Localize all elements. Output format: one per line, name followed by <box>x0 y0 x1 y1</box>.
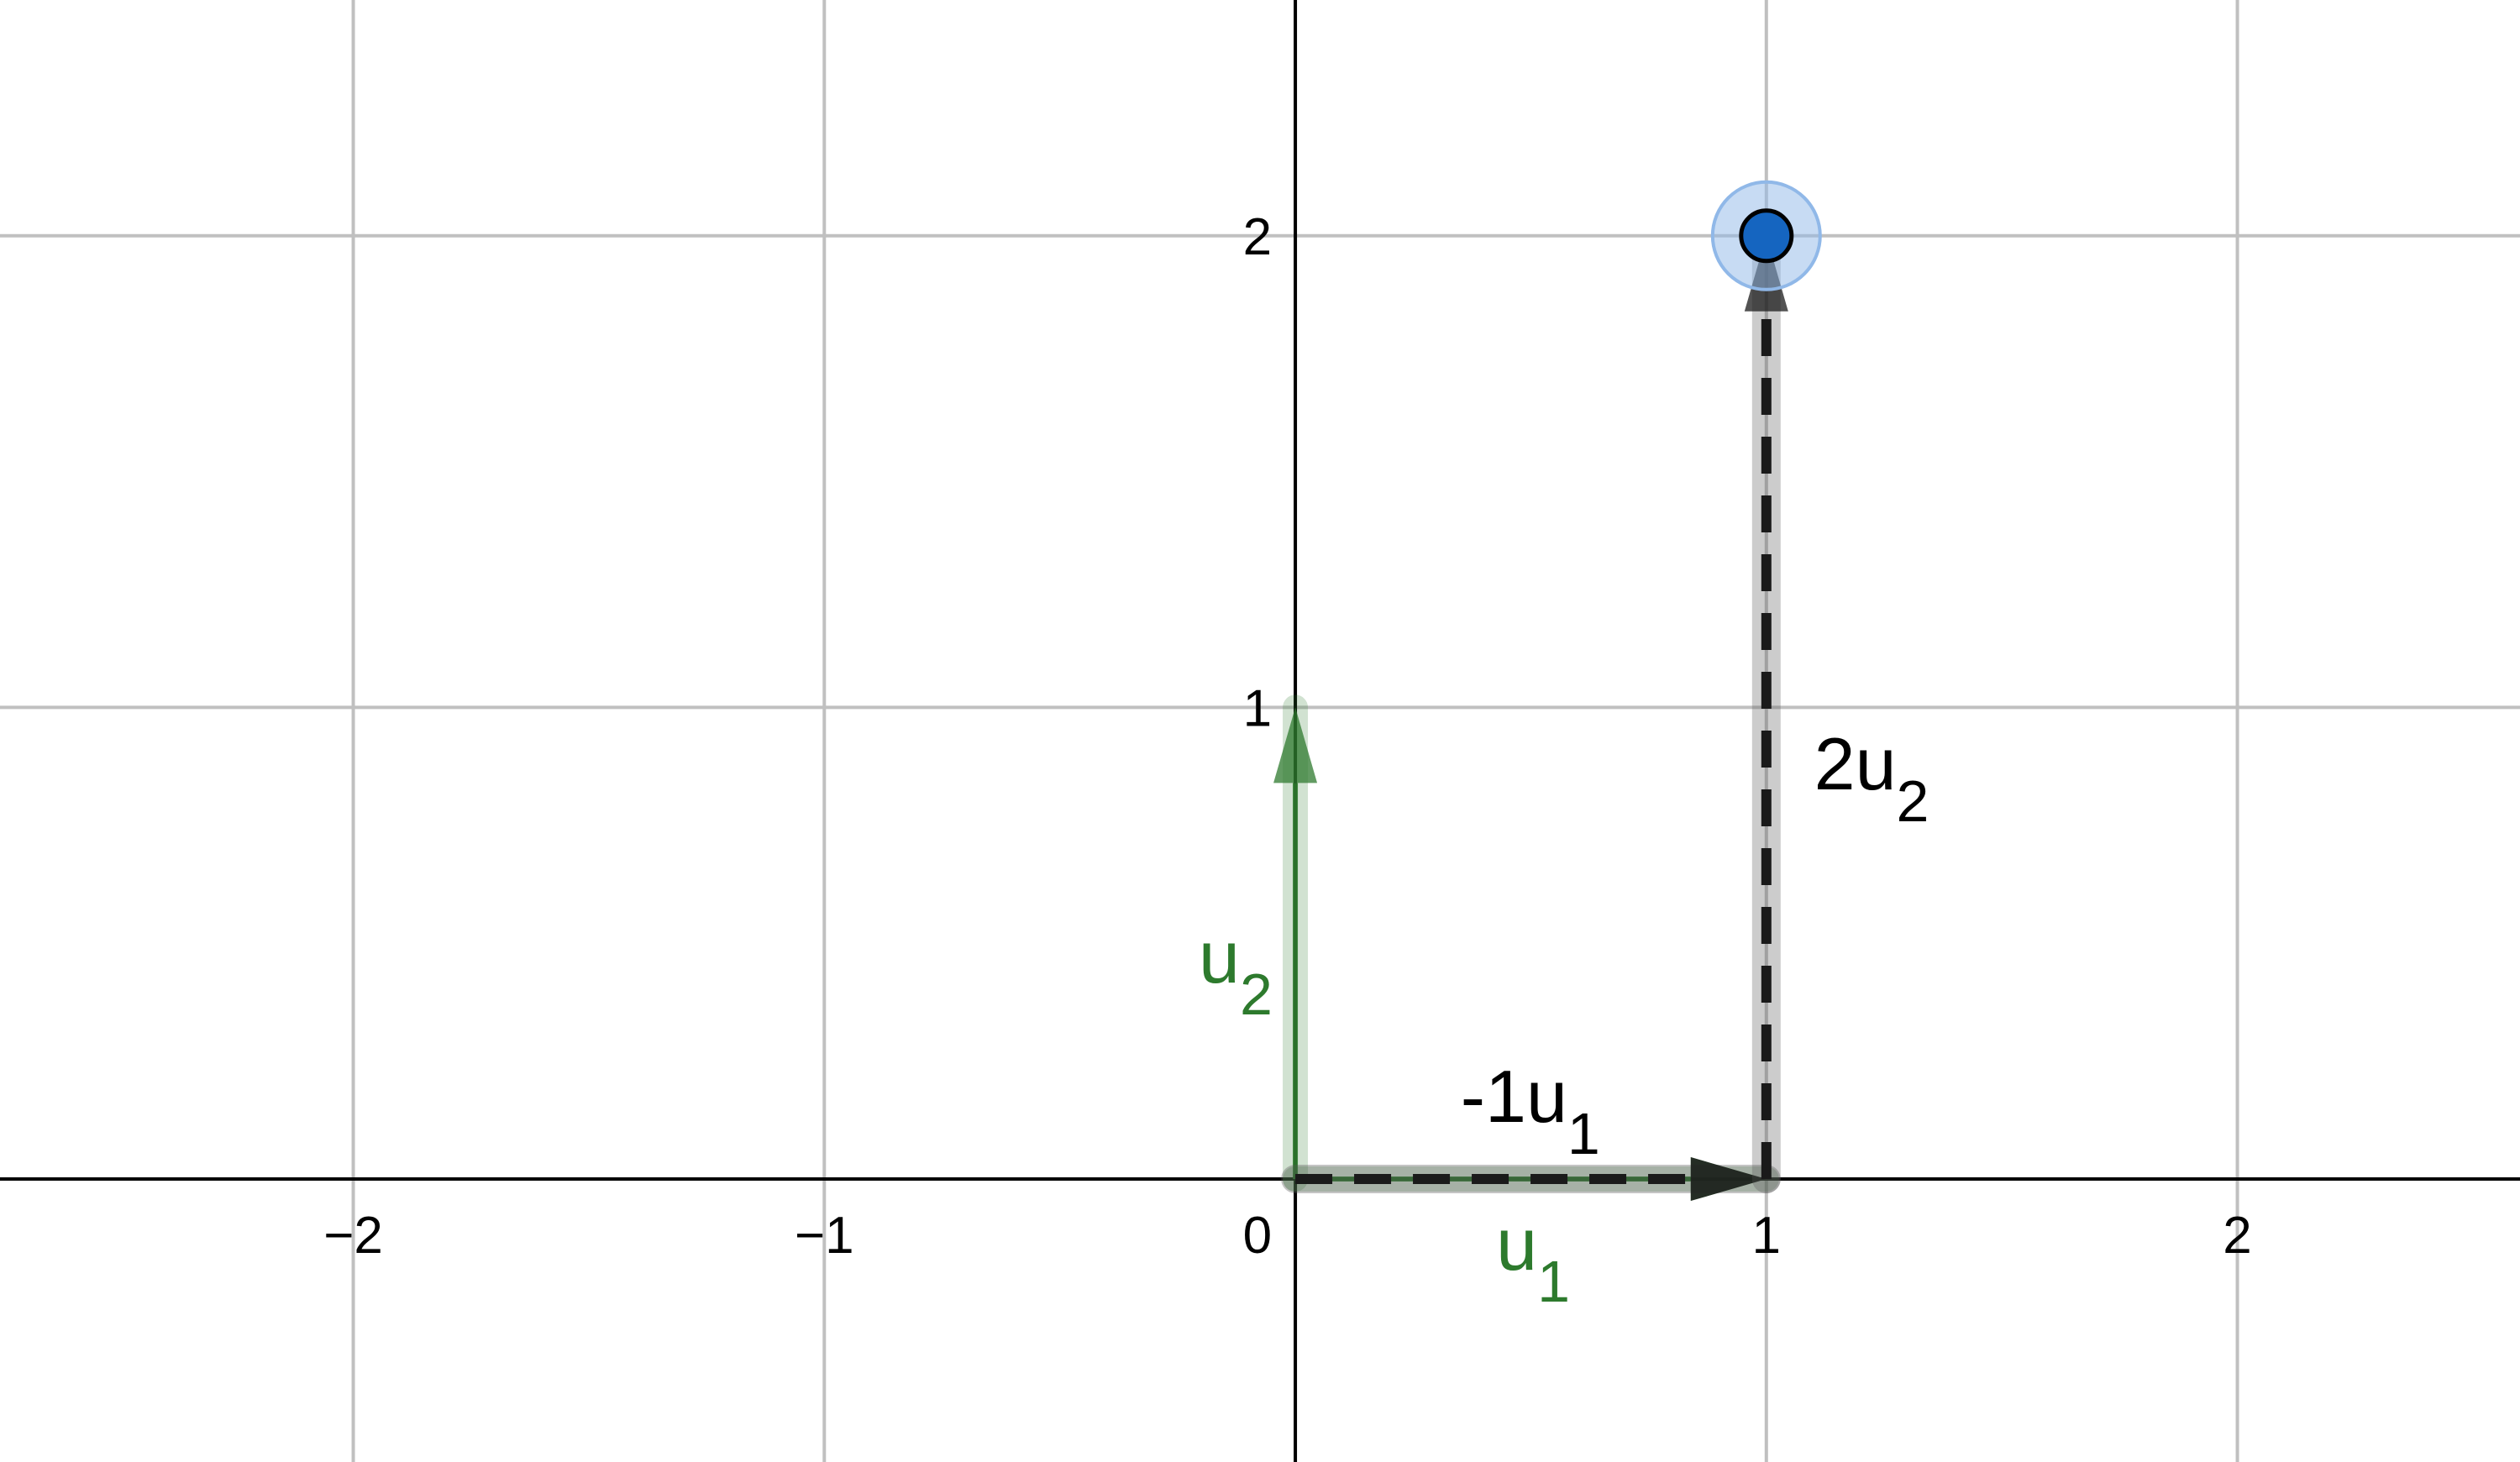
u1-label: u1 <box>1496 1203 1570 1314</box>
y-tick-label: 2 <box>1243 208 1272 266</box>
x-tick-label: −1 <box>795 1207 854 1265</box>
scaled-u1-vector <box>1281 1157 1781 1202</box>
u2-label-subscript: 2 <box>1240 962 1273 1027</box>
vectors <box>1273 221 1788 1202</box>
scaled-u1-label-text: -1u <box>1461 1055 1567 1138</box>
u1-label-subscript: 1 <box>1537 1249 1570 1314</box>
u2-vector <box>1273 694 1318 1192</box>
draggable-point[interactable] <box>1739 208 1794 264</box>
scaled-u2-label: 2u2 <box>1814 722 1929 834</box>
x-tick-label: −2 <box>323 1207 383 1265</box>
x-tick-label: 1 <box>1752 1207 1781 1265</box>
u2-label: u2 <box>1199 915 1273 1027</box>
x-tick-label: 2 <box>2223 1207 2251 1265</box>
points <box>1710 180 1822 291</box>
origin-label: 0 <box>1243 1207 1272 1265</box>
u2-label-text: u <box>1199 915 1240 998</box>
scaled-u1-label: -1u1 <box>1461 1055 1600 1166</box>
scaled-u1-vector-head <box>1690 1157 1767 1202</box>
scaled-u1-label-subscript: 1 <box>1567 1101 1600 1166</box>
u1-label-text: u <box>1496 1203 1537 1286</box>
scaled-u2-label-subscript: 2 <box>1897 768 1929 834</box>
u2-vector-head <box>1273 707 1318 783</box>
scaled-u2-label-text: 2u <box>1814 722 1897 805</box>
y-tick-label: 1 <box>1243 679 1272 737</box>
